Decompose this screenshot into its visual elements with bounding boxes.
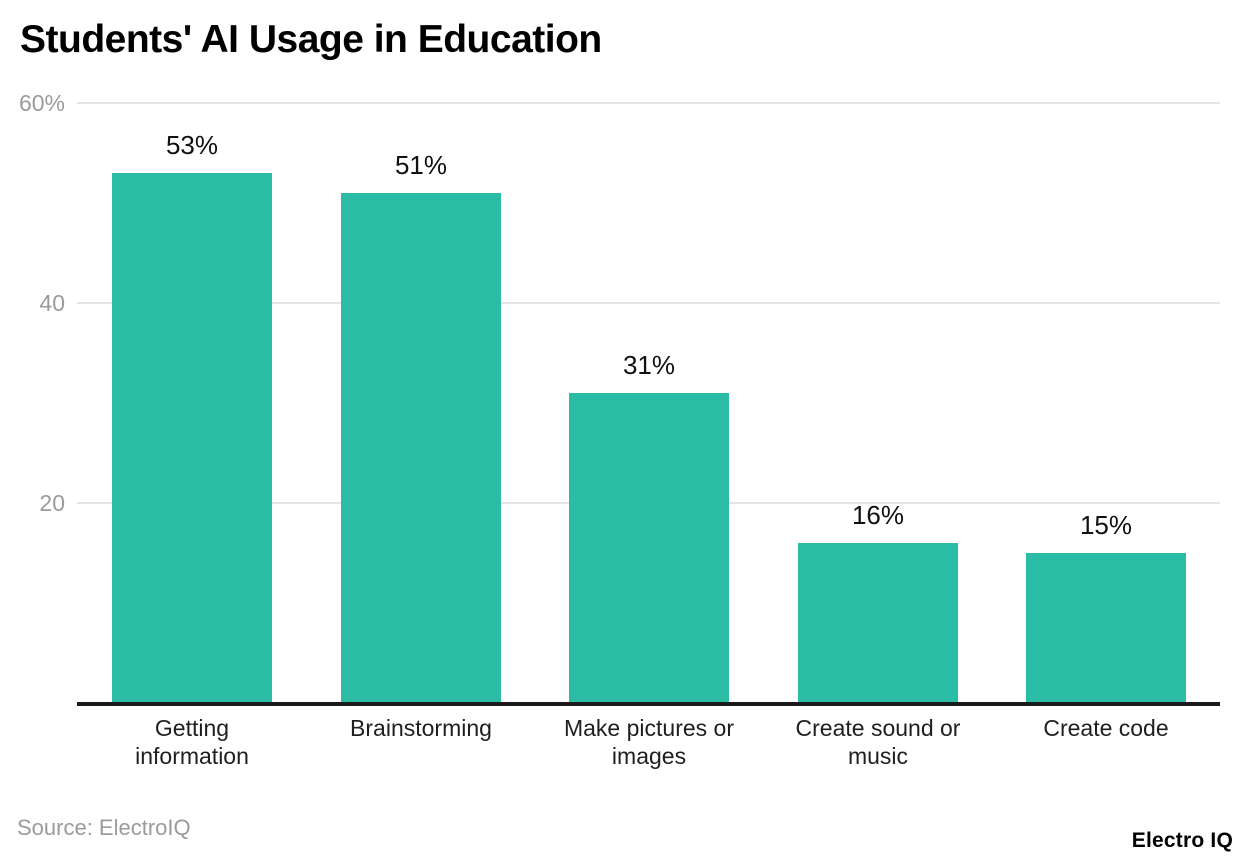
x-axis-category-label: Create code — [1043, 715, 1169, 741]
y-axis-tick-label: 60% — [18, 90, 65, 116]
x-axis-category-label: Getting information — [135, 715, 249, 769]
bar-value-label: 31% — [622, 350, 676, 380]
chart-title: Students' AI Usage in Education — [20, 18, 602, 61]
bar-value-label: 53% — [165, 130, 219, 160]
bar — [1026, 553, 1186, 703]
bar — [112, 173, 272, 703]
gridline-60 — [77, 102, 1220, 104]
y-axis-tick-label: 40 — [39, 290, 65, 316]
gridline-40 — [77, 302, 1220, 304]
x-axis-category-label: Brainstorming — [350, 715, 492, 741]
brand-logo: Electro IQ — [1131, 829, 1233, 852]
bar-value-label: 15% — [1079, 510, 1133, 540]
bar — [341, 193, 501, 703]
source-attribution: Source: ElectroIQ — [17, 815, 191, 840]
x-axis-category-label: Create sound or music — [795, 715, 961, 769]
x-axis-category-label: Make pictures or images — [563, 715, 734, 769]
bar — [798, 543, 958, 703]
bar-value-label: 16% — [851, 500, 905, 530]
x-axis-line — [77, 702, 1220, 706]
bar-value-label: 51% — [394, 150, 448, 180]
bar — [569, 393, 729, 703]
y-axis-tick-label: 20 — [39, 490, 65, 516]
